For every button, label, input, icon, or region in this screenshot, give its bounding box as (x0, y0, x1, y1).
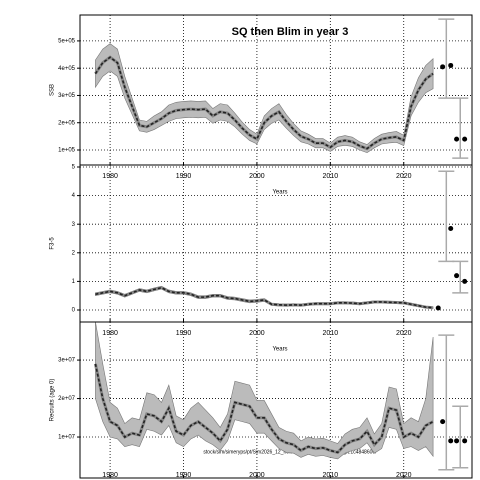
y-tick-label: 2e+05 (58, 120, 76, 126)
x-axis-label: Years (272, 347, 287, 353)
series-line (94, 363, 434, 454)
y-tick-label: 2e+07 (58, 396, 76, 402)
series-line-under (95, 286, 434, 310)
x-tick-label: 1980 (102, 330, 118, 337)
projection-point (440, 419, 446, 425)
projection-point (462, 278, 468, 284)
x-tick-label: 2000 (249, 330, 265, 337)
y-tick-label: 1e+05 (58, 148, 76, 154)
x-tick-label: 1980 (102, 173, 118, 180)
y-tick-label: 5 (72, 165, 76, 171)
x-tick-label: 1980 (102, 472, 118, 479)
confidence-band (95, 322, 434, 460)
panel-frame (79, 164, 473, 323)
projection-point (454, 273, 460, 279)
x-tick-label: 1990 (176, 330, 192, 337)
y-axis-label: Recruits (age 0) (50, 379, 56, 422)
plot-area (80, 15, 472, 165)
y-tick-label: 4e+05 (58, 66, 76, 72)
x-tick-label: 2020 (396, 173, 412, 180)
y-tick-label: 2 (72, 250, 76, 256)
confidence-band (95, 285, 434, 309)
x-axis-label: Years (272, 190, 287, 196)
y-tick-label: 3 (72, 222, 76, 228)
projection-point (462, 438, 468, 444)
x-tick-label: 2020 (396, 330, 412, 337)
series-line (94, 56, 434, 150)
y-tick-label: 3e+05 (58, 93, 76, 99)
y-axis-label: SSB (50, 84, 56, 96)
projection-point (462, 136, 468, 142)
chart-title: SQ then Blim in year 3 (232, 26, 349, 38)
x-tick-label: 1990 (176, 173, 192, 180)
x-tick-label: 2000 (249, 472, 265, 479)
x-tick-label: 2010 (323, 472, 339, 479)
series-line (95, 286, 434, 309)
y-axis-label: F3-5 (50, 237, 56, 250)
y-tick-label: 5e+05 (58, 38, 76, 44)
projection-point (440, 64, 446, 70)
y-tick-label: 4 (72, 193, 76, 199)
y-tick-label: 3e+07 (58, 358, 76, 364)
projection-point (435, 305, 441, 311)
projection-point (448, 225, 454, 231)
plot-area (80, 165, 472, 322)
y-tick-label: 1e+07 (58, 435, 76, 441)
projection-point (454, 438, 460, 444)
y-tick-label: 1 (72, 279, 76, 285)
plot-area (80, 322, 472, 478)
x-tick-label: 2000 (249, 173, 265, 180)
x-tick-label: 2010 (323, 173, 339, 180)
projection-point (448, 62, 454, 68)
panel-frame (79, 321, 473, 479)
confidence-band (95, 43, 434, 154)
x-tick-label: 2010 (323, 330, 339, 337)
x-tick-label: 2020 (396, 472, 412, 479)
projection-point (454, 136, 460, 142)
y-tick-label: 0 (72, 308, 76, 314)
projection-point (448, 438, 454, 444)
x-tick-label: 1990 (176, 472, 192, 479)
